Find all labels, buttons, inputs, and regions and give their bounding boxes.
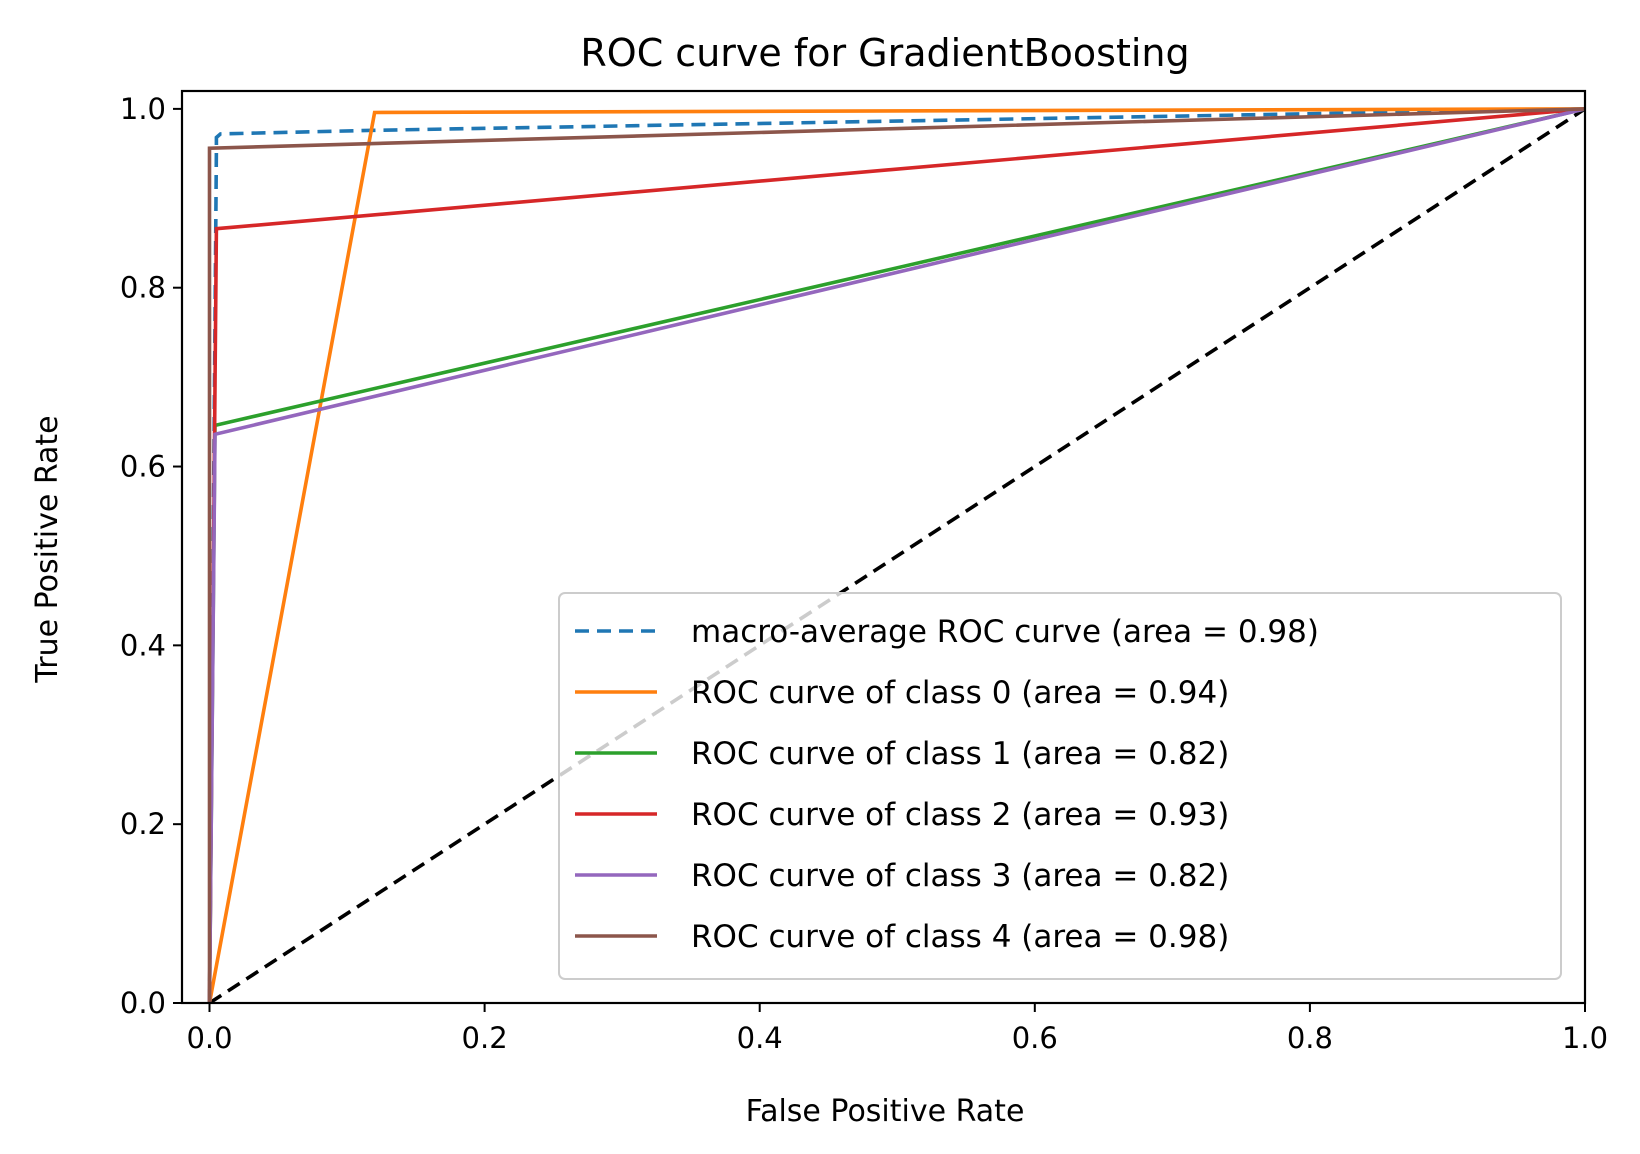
legend-label-3: ROC curve of class 2 (area = 0.93) [691, 797, 1229, 833]
x-tick-label-5: 1.0 [1562, 1021, 1608, 1055]
y-tick-label-4: 0.8 [120, 271, 166, 305]
legend-label-1: ROC curve of class 0 (area = 0.94) [691, 675, 1229, 711]
x-axis-label: False Positive Rate [746, 1094, 1025, 1129]
y-tick-label-2: 0.4 [120, 628, 166, 662]
x-tick-label-0: 0.0 [186, 1021, 232, 1055]
y-tick-label-5: 1.0 [120, 92, 166, 126]
plot-frame [180, 89, 1587, 1005]
y-axis-label: True Positive Rate [30, 415, 65, 683]
x-tick-label-3: 0.6 [1012, 1021, 1058, 1055]
diagonal-reference-line [208, 107, 1585, 1003]
y-tick-label-0: 0.0 [120, 986, 166, 1020]
legend-label-4: ROC curve of class 3 (area = 0.82) [691, 858, 1229, 894]
y-tick-label-3: 0.6 [120, 450, 166, 484]
series-line-5 [207, 107, 1585, 1003]
legend-label-5: ROC curve of class 4 (area = 0.98) [691, 919, 1229, 955]
plot-area: 0.0 0.2 0.4 0.6 0.8 1.0 0.0 0.2 0.4 0.6 0.8 1.0 macr… [120, 89, 1608, 1055]
chart-title: ROC curve for GradientBoosting [580, 31, 1189, 75]
x-tick-label-4: 0.8 [1287, 1021, 1333, 1055]
series-group [207, 107, 1585, 1003]
x-tick-label-2: 0.4 [737, 1021, 783, 1055]
legend-label-0: macro-average ROC curve (area = 0.98) [691, 614, 1319, 650]
legend: macro-average ROC curve (area = 0.98) ROC… [558, 592, 1562, 980]
x-tick-label-1: 0.2 [462, 1021, 508, 1055]
y-tick-label-1: 0.2 [120, 807, 166, 841]
series-line-1 [207, 107, 1585, 1003]
legend-box [558, 592, 1562, 980]
series-line-4 [207, 107, 1585, 1003]
legend-label-2: ROC curve of class 1 (area = 0.82) [691, 736, 1229, 772]
